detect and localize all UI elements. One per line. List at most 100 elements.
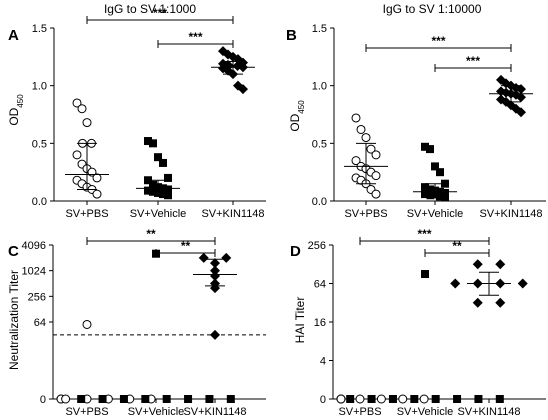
panel-b-data-point <box>421 142 429 151</box>
panel-c-data-point <box>141 395 150 403</box>
panel-c-data-point <box>162 395 171 403</box>
panel-b-data-point <box>431 162 439 171</box>
panel-b-title: IgG to SV 1:10000 <box>383 2 482 16</box>
panel-a-data-point <box>92 189 102 199</box>
panel-a-data-point <box>82 118 92 128</box>
panel-c-data-point <box>198 252 209 263</box>
panel-d-y-axis-label: HAI Titer <box>293 297 307 344</box>
panel-d-data-point <box>355 394 365 404</box>
panel-d-data-point <box>472 259 483 270</box>
panel-c-data-point <box>77 395 86 403</box>
panel-a-data-point <box>77 104 87 114</box>
panel-d-y-tick-label: 0 <box>320 394 326 406</box>
panel-b-data-point <box>516 84 526 95</box>
panel-c-data-point <box>98 395 107 403</box>
panel-d-data-point <box>367 395 376 403</box>
panel-a-data-point <box>159 158 167 167</box>
panel-d-significance-label: *** <box>417 227 431 241</box>
panel-b-data-point <box>421 190 429 199</box>
panel-d-data-point <box>495 297 506 308</box>
panel-c-significance-label: ** <box>146 227 156 241</box>
panel-d-significance-label: ** <box>452 239 462 253</box>
panel-d-y-tick-label: 4 <box>320 356 326 368</box>
panel-d-data-point <box>472 297 483 308</box>
panel-b-data-point <box>516 107 526 118</box>
panel-a-x-tick-label: SV+PBS <box>65 208 108 220</box>
panel-b-data-point <box>371 171 381 181</box>
panel-c-significance-label: ** <box>181 239 191 253</box>
panel-d-data-point <box>388 395 397 403</box>
panel-c-y-tick-label: 0 <box>40 394 46 406</box>
panel-d-data-point <box>495 395 504 403</box>
panel-b-y-tick-label: 1.0 <box>312 81 327 93</box>
panel-b-y-tick-label: 1.5 <box>312 23 327 35</box>
panel-c-y-tick-label: 4096 <box>22 240 46 252</box>
panel-a-data-point <box>72 150 82 160</box>
panel-a-x-tick-label: SV+Vehicle <box>130 208 187 220</box>
panel-a-significance-label: *** <box>153 6 167 20</box>
panel-b-significance-label: *** <box>466 54 480 68</box>
panel-c-y-tick-label: 64 <box>34 317 46 329</box>
panel-b-x-tick-label: SV+PBS <box>344 208 387 220</box>
panel-a: A IgG to SV 1:1000 OD450 0.0 0.5 1.0 1.5 SV+… <box>7 2 266 220</box>
panel-d-data-point <box>495 259 506 270</box>
panel-a-letter: A <box>8 27 19 44</box>
panel-d-y-tick-label: 16 <box>314 317 326 329</box>
panel-a-data-point <box>144 186 152 195</box>
panel-d-data-point <box>431 395 440 403</box>
panel-b-data-point <box>356 124 366 134</box>
panel-d-data-point <box>474 395 483 403</box>
panel-c: C Neutralization Titer 0 64 256 1024 4096 SV+… <box>7 227 266 418</box>
panel-d: D HAI Titer 0 4 16 64 256 SV+PBS SV+Vehicle SV+… <box>290 227 546 418</box>
panel-c-data-point <box>226 395 235 403</box>
panel-d-y-tick-label: 64 <box>314 279 326 291</box>
panel-b-data-point <box>426 185 434 194</box>
panel-c-data-point <box>82 319 92 329</box>
panel-b-data-point <box>516 92 526 103</box>
panel-a-data-point <box>164 173 172 182</box>
panel-d-data-point <box>419 394 429 404</box>
panel-a-significance-label: *** <box>188 30 202 44</box>
panel-a-data-point <box>164 185 172 194</box>
panel-a-data-point <box>72 98 82 108</box>
panel-c-data-point <box>221 252 232 263</box>
panel-c-x-tick-label: SV+PBS <box>65 406 108 418</box>
panel-c-data-point <box>205 395 214 403</box>
panel-c-data-point <box>119 395 128 403</box>
panel-d-data-point <box>453 395 462 403</box>
panel-c-letter: C <box>8 243 19 260</box>
panel-d-data-point <box>398 394 408 404</box>
panel-b-data-point <box>426 145 434 154</box>
panel-d-x-tick-label: SV+KIN1148 <box>457 406 520 418</box>
panel-d-data-point <box>336 394 346 404</box>
panel-a-y-axis-label: OD450 <box>7 94 25 126</box>
panel-b-data-point <box>421 183 429 192</box>
panel-b-data-point <box>441 188 449 197</box>
panel-a-title: IgG to SV 1:1000 <box>104 2 196 16</box>
panel-c-data-point <box>61 394 71 404</box>
panel-d-x-tick-label: SV+Vehicle <box>397 406 454 418</box>
panel-d-y-tick-label: 256 <box>308 240 326 252</box>
panel-c-x-tick-label: SV+KIN1148 <box>183 406 246 418</box>
panel-b-data-point <box>371 150 381 160</box>
panel-d-x-tick-label: SV+PBS <box>338 406 381 418</box>
panel-b-data-point <box>351 113 361 123</box>
panel-c-y-axis-label: Neutralization Titer <box>7 270 21 370</box>
panel-a-data-point <box>238 84 248 95</box>
panel-b-y-tick-label: 0.0 <box>312 196 327 208</box>
panel-b-data-point <box>371 189 381 199</box>
panel-c-data-point <box>184 395 193 403</box>
panel-d-data-point <box>517 278 528 289</box>
panel-d-data-point <box>450 278 461 289</box>
panel-c-y-tick-label: 1024 <box>22 266 46 278</box>
panel-c-data-point <box>210 329 220 340</box>
panel-a-data-point <box>92 173 102 183</box>
panel-a-data-point <box>144 137 152 146</box>
panel-b-x-tick-label: SV+Vehicle <box>407 208 464 220</box>
panel-c-x-tick-label: SV+Vehicle <box>128 406 185 418</box>
panel-a-data-point <box>164 191 172 200</box>
panel-d-letter: D <box>290 243 301 260</box>
panel-b-x-tick-label: SV+KIN1148 <box>479 208 542 220</box>
panel-b-data-point <box>436 168 444 177</box>
panel-a-data-point <box>154 153 162 162</box>
